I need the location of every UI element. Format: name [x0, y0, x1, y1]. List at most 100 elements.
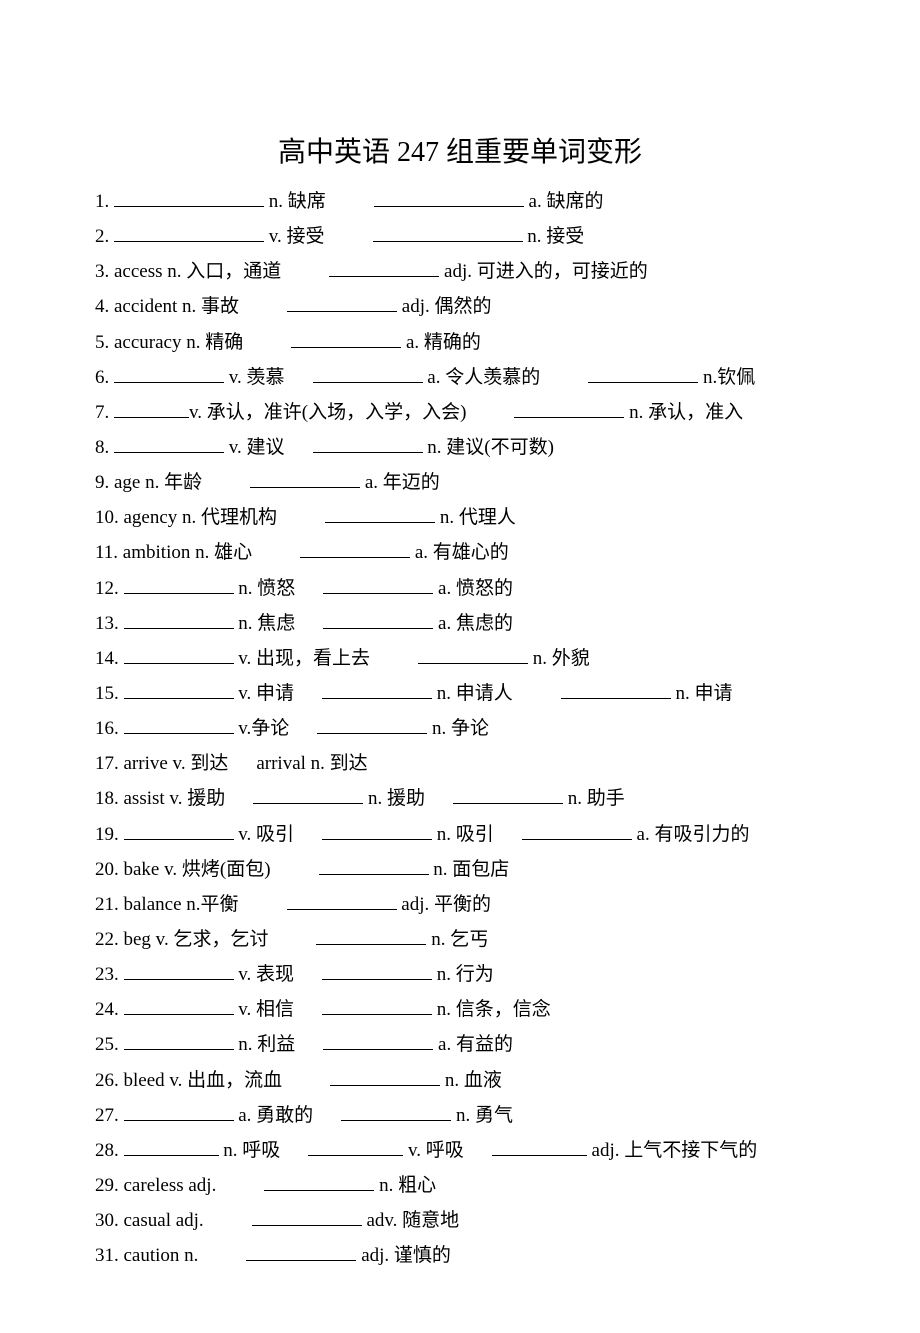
line-number: 17.: [95, 753, 124, 774]
worksheet-line: 9. age n. 年龄 a. 年迈的: [95, 465, 825, 500]
line-text: v.争论: [234, 718, 290, 739]
line-text: n. 信条，信念: [432, 999, 551, 1020]
fill-blank[interactable]: [287, 889, 397, 910]
fill-blank[interactable]: [492, 1135, 587, 1156]
fill-blank[interactable]: [313, 432, 423, 453]
fill-blank[interactable]: [252, 1205, 362, 1226]
line-number: 9.: [95, 472, 114, 493]
worksheet-line: 2. v. 接受 n. 接受: [95, 219, 825, 254]
fill-blank[interactable]: [561, 678, 671, 699]
fill-blank[interactable]: [323, 608, 433, 629]
fill-blank[interactable]: [114, 397, 189, 418]
line-number: 25.: [95, 1034, 124, 1055]
line-number: 26.: [95, 1070, 124, 1091]
line-text: n. 建议(不可数): [423, 437, 554, 458]
worksheet-line: 31. caution n. adj. 谨慎的: [95, 1238, 825, 1273]
fill-blank[interactable]: [300, 537, 410, 558]
line-text: n. 血液: [440, 1070, 502, 1091]
fill-blank[interactable]: [114, 221, 264, 242]
fill-blank[interactable]: [250, 467, 360, 488]
worksheet-line: 28. n. 呼吸 v. 呼吸 adj. 上气不接下气的: [95, 1133, 825, 1168]
line-text: v. 承认，准许(入场，入学，入会): [189, 402, 466, 423]
line-number: 6.: [95, 367, 114, 388]
line-text: a. 焦虑的: [433, 613, 513, 634]
fill-blank[interactable]: [514, 397, 624, 418]
line-text: a. 缺席的: [524, 191, 604, 212]
line-text: v. 相信: [234, 999, 295, 1020]
worksheet-line: 18. assist v. 援助 n. 援助 n. 助手: [95, 781, 825, 816]
fill-blank[interactable]: [253, 783, 363, 804]
line-text: access n. 入口，通道: [114, 261, 281, 282]
line-number: 8.: [95, 437, 114, 458]
worksheet-line: 13. n. 焦虑 a. 焦虑的: [95, 606, 825, 641]
fill-blank[interactable]: [124, 1100, 234, 1121]
fill-blank[interactable]: [124, 608, 234, 629]
fill-blank[interactable]: [322, 678, 432, 699]
fill-blank[interactable]: [124, 643, 234, 664]
line-number: 2.: [95, 226, 114, 247]
fill-blank[interactable]: [124, 819, 234, 840]
fill-blank[interactable]: [287, 291, 397, 312]
fill-blank[interactable]: [322, 994, 432, 1015]
fill-blank[interactable]: [124, 1135, 219, 1156]
line-text: v. 申请: [234, 683, 295, 704]
worksheet-line: 10. agency n. 代理机构 n. 代理人: [95, 500, 825, 535]
line-text: n. 吸引: [432, 824, 494, 845]
fill-blank[interactable]: [522, 819, 632, 840]
line-number: 4.: [95, 296, 114, 317]
fill-blank[interactable]: [374, 186, 524, 207]
line-number: 19.: [95, 824, 124, 845]
fill-blank[interactable]: [124, 994, 234, 1015]
page-title: 高中英语 247 组重要单词变形: [95, 130, 825, 170]
line-text: n. 乞丐: [426, 929, 488, 950]
fill-blank[interactable]: [329, 256, 439, 277]
line-number: 16.: [95, 718, 124, 739]
fill-blank[interactable]: [373, 221, 523, 242]
fill-blank[interactable]: [323, 1029, 433, 1050]
line-number: 29.: [95, 1175, 124, 1196]
fill-blank[interactable]: [114, 362, 224, 383]
fill-blank[interactable]: [124, 1029, 234, 1050]
fill-blank[interactable]: [114, 432, 224, 453]
fill-blank[interactable]: [588, 362, 698, 383]
line-text: adj. 平衡的: [397, 894, 491, 915]
line-text: n. 申请人: [432, 683, 513, 704]
fill-blank[interactable]: [313, 362, 423, 383]
line-text: a. 年迈的: [360, 472, 440, 493]
line-text: n. 粗心: [374, 1175, 436, 1196]
fill-blank[interactable]: [322, 819, 432, 840]
line-text: v. 羡慕: [224, 367, 285, 388]
line-number: 10.: [95, 507, 124, 528]
worksheet-line: 20. bake v. 烘烤(面包) n. 面包店: [95, 852, 825, 887]
line-text: n. 接受: [523, 226, 585, 247]
fill-blank[interactable]: [341, 1100, 451, 1121]
fill-blank[interactable]: [246, 1240, 356, 1261]
fill-blank[interactable]: [453, 783, 563, 804]
fill-blank[interactable]: [418, 643, 528, 664]
line-number: 24.: [95, 999, 124, 1020]
line-text: n. 焦虑: [234, 613, 296, 634]
worksheet-line: 19. v. 吸引 n. 吸引 a. 有吸引力的: [95, 817, 825, 852]
fill-blank[interactable]: [323, 573, 433, 594]
fill-blank[interactable]: [317, 713, 427, 734]
fill-blank[interactable]: [124, 678, 234, 699]
fill-blank[interactable]: [308, 1135, 403, 1156]
fill-blank[interactable]: [124, 573, 234, 594]
line-text: balance n.平衡: [124, 894, 239, 915]
line-text: adj. 可进入的，可接近的: [439, 261, 647, 282]
fill-blank[interactable]: [316, 924, 426, 945]
fill-blank[interactable]: [124, 959, 234, 980]
line-text: casual adj.: [124, 1210, 204, 1231]
line-text: adj. 上气不接下气的: [587, 1140, 757, 1161]
fill-blank[interactable]: [325, 502, 435, 523]
fill-blank[interactable]: [124, 713, 234, 734]
line-number: 31.: [95, 1245, 124, 1266]
fill-blank[interactable]: [264, 1170, 374, 1191]
fill-blank[interactable]: [291, 327, 401, 348]
fill-blank[interactable]: [330, 1065, 440, 1086]
fill-blank[interactable]: [319, 854, 429, 875]
worksheet-line: 23. v. 表现 n. 行为: [95, 957, 825, 992]
fill-blank[interactable]: [322, 959, 432, 980]
fill-blank[interactable]: [114, 186, 264, 207]
worksheet-line: 14. v. 出现，看上去 n. 外貌: [95, 641, 825, 676]
